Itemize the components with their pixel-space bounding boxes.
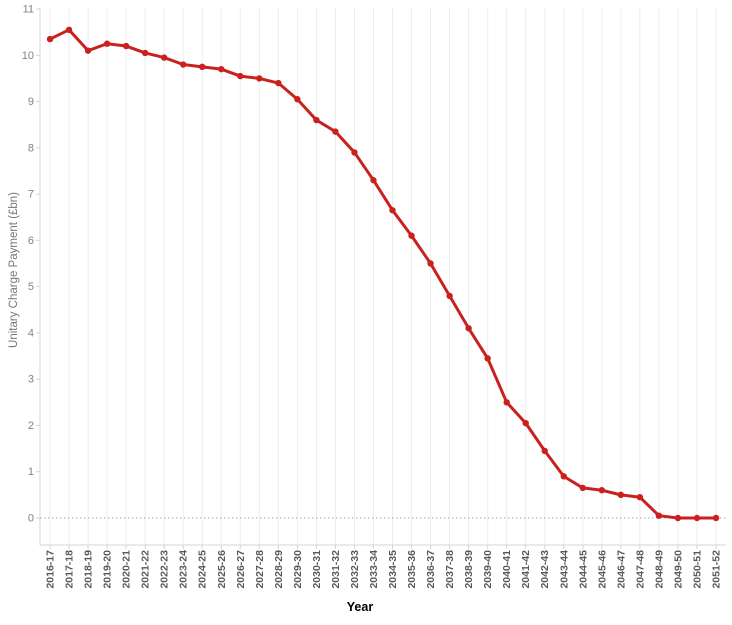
x-tick-label: 2038-39 bbox=[463, 550, 475, 589]
x-tick-label: 2019-20 bbox=[102, 550, 114, 589]
data-point bbox=[484, 355, 491, 362]
x-tick-label: 2048-49 bbox=[653, 550, 665, 589]
x-tick-label: 2024-25 bbox=[197, 550, 209, 589]
x-tick-label: 2023-24 bbox=[178, 550, 190, 589]
data-point bbox=[693, 514, 701, 522]
data-point bbox=[598, 487, 606, 494]
data-point bbox=[446, 292, 453, 300]
data-point bbox=[294, 96, 301, 103]
y-tick-label: 11 bbox=[23, 4, 34, 16]
data-point bbox=[65, 26, 73, 34]
x-tick-label: 2045-46 bbox=[596, 550, 608, 589]
data-point bbox=[560, 473, 567, 480]
y-axis-title-wrap: Unitary Charge Payment (£bn) bbox=[2, 0, 26, 540]
y-tick-label: 9 bbox=[28, 96, 34, 108]
data-point bbox=[103, 40, 111, 47]
x-tick-label: 2018-19 bbox=[83, 550, 95, 589]
x-tick-label: 2051-52 bbox=[711, 550, 723, 589]
x-tick-label: 2028-29 bbox=[273, 550, 285, 589]
data-point bbox=[237, 72, 244, 80]
y-tick-label: 3 bbox=[28, 374, 34, 386]
x-tick-label: 2049-50 bbox=[672, 550, 684, 589]
x-tick-label: 2042-43 bbox=[539, 550, 551, 589]
x-tick-label: 2027-28 bbox=[254, 550, 266, 589]
data-point bbox=[122, 42, 130, 50]
x-tick-label: 2035-36 bbox=[406, 550, 418, 589]
x-tick-label: 2020-21 bbox=[121, 550, 133, 589]
x-tick-label: 2046-47 bbox=[615, 550, 627, 589]
x-tick-label: 2044-45 bbox=[577, 550, 589, 589]
y-tick-label: 7 bbox=[28, 189, 34, 201]
x-tick-label: 2030-31 bbox=[311, 550, 323, 589]
x-tick-label: 2043-44 bbox=[558, 550, 570, 589]
data-point bbox=[180, 61, 187, 68]
data-point bbox=[275, 79, 282, 87]
x-tick-label: 2036-37 bbox=[425, 550, 437, 589]
data-point bbox=[351, 149, 358, 156]
data-point bbox=[465, 325, 472, 332]
data-point bbox=[408, 232, 415, 239]
x-tick-label: 2025-26 bbox=[216, 550, 228, 589]
data-point bbox=[712, 514, 720, 522]
x-tick-label: 2047-48 bbox=[634, 550, 646, 589]
x-tick-label: 2040-41 bbox=[501, 550, 513, 589]
y-tick-label: 5 bbox=[28, 281, 34, 293]
y-axis-title: Unitary Charge Payment (£bn) bbox=[8, 192, 20, 348]
y-tick-label: 4 bbox=[28, 327, 34, 339]
data-point bbox=[332, 128, 339, 135]
data-point bbox=[674, 514, 682, 522]
x-tick-label: 2031-32 bbox=[330, 550, 342, 589]
data-point bbox=[218, 65, 225, 73]
x-tick-label: 2032-33 bbox=[349, 550, 361, 589]
x-tick-label: 2016-17 bbox=[45, 550, 57, 589]
y-tick-label: 2 bbox=[28, 420, 34, 432]
data-point bbox=[522, 419, 529, 427]
data-point bbox=[313, 116, 320, 124]
y-tick-label: 6 bbox=[28, 235, 34, 247]
data-point bbox=[370, 177, 377, 184]
data-point bbox=[160, 54, 168, 61]
x-tick-label: 2022-23 bbox=[159, 550, 171, 589]
y-tick-label: 1 bbox=[28, 466, 34, 478]
data-point bbox=[636, 493, 644, 501]
data-point bbox=[427, 260, 434, 267]
data-point bbox=[579, 484, 586, 492]
series-line bbox=[48, 28, 718, 520]
data-point bbox=[617, 491, 625, 499]
x-tick-label: 2034-35 bbox=[387, 550, 399, 589]
x-axis-title: Year bbox=[346, 600, 374, 614]
x-tick-label: 2017-18 bbox=[64, 550, 76, 589]
data-point bbox=[84, 47, 92, 54]
y-tick-label: 10 bbox=[22, 50, 34, 62]
data-point bbox=[256, 75, 263, 82]
data-point bbox=[199, 63, 206, 71]
x-tick-label: 2033-34 bbox=[368, 550, 380, 589]
x-tick-label: 2029-30 bbox=[292, 550, 304, 589]
data-point bbox=[655, 512, 663, 519]
y-tick-label: 8 bbox=[28, 142, 34, 154]
data-point bbox=[389, 207, 396, 214]
x-tick-label: 2026-27 bbox=[235, 550, 247, 589]
data-point bbox=[503, 399, 510, 406]
x-tick-label: 2039-40 bbox=[482, 550, 494, 589]
x-tick-label: 2021-22 bbox=[140, 550, 152, 589]
x-tick-label: 2050-51 bbox=[691, 550, 703, 589]
data-point bbox=[541, 447, 548, 455]
data-point bbox=[141, 49, 149, 57]
x-tick-label: 2041-42 bbox=[520, 550, 532, 589]
y-tick-label: 0 bbox=[28, 513, 34, 525]
data-point bbox=[46, 35, 54, 43]
x-tick-label: 2037-38 bbox=[444, 550, 456, 589]
